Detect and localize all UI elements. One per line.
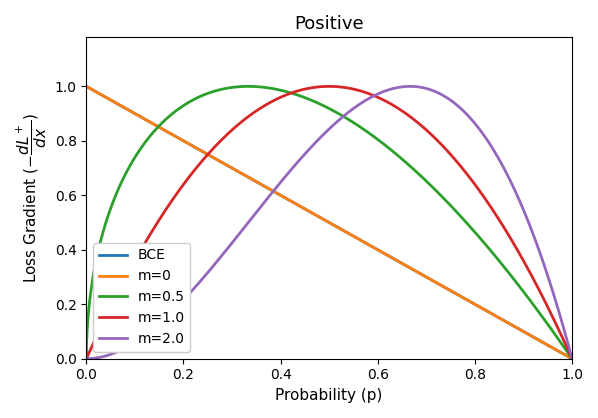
m=1.0 xyxy=(374,95,382,100)
Line: m=2.0: m=2.0 xyxy=(86,87,572,359)
m=2.0 xyxy=(269,190,276,195)
m=0.5 xyxy=(171,110,178,115)
Line: m=1.0: m=1.0 xyxy=(86,87,572,359)
m=0.5 xyxy=(245,84,252,89)
Y-axis label: Loss Gradient ($-\dfrac{dL^+}{dx}$): Loss Gradient ($-\dfrac{dL^+}{dx}$) xyxy=(15,113,49,283)
m=2.0 xyxy=(482,135,489,140)
m=2.0 xyxy=(446,97,453,102)
m=2.0 xyxy=(399,84,406,89)
m=2.0 xyxy=(374,92,381,97)
BCE xyxy=(569,356,576,361)
m=0 xyxy=(569,356,576,361)
X-axis label: Probability (p): Probability (p) xyxy=(276,388,383,403)
m=1.0 xyxy=(171,194,178,199)
m=0 xyxy=(83,84,90,89)
m=0.5 xyxy=(399,157,406,162)
m=1.0 xyxy=(399,109,406,114)
m=0.5 xyxy=(569,356,576,361)
m=0 xyxy=(445,287,452,292)
m=2.0 xyxy=(83,356,90,361)
Line: m=0.5: m=0.5 xyxy=(86,87,572,359)
BCE xyxy=(482,308,489,313)
BCE xyxy=(83,84,90,89)
Line: BCE: BCE xyxy=(86,87,572,359)
m=0 xyxy=(269,188,276,193)
BCE xyxy=(374,247,381,252)
m=1.0 xyxy=(83,356,90,361)
m=0.5 xyxy=(269,86,276,91)
Title: Positive: Positive xyxy=(294,15,364,33)
BCE xyxy=(399,261,406,266)
m=2.0 xyxy=(407,84,414,89)
Legend: BCE, m=0, m=0.5, m=1.0, m=2.0: BCE, m=0, m=0.5, m=1.0, m=2.0 xyxy=(93,243,190,352)
Line: m=0: m=0 xyxy=(86,87,572,359)
m=0 xyxy=(171,133,178,138)
BCE xyxy=(171,133,178,138)
BCE xyxy=(269,188,276,193)
m=0 xyxy=(482,308,489,313)
m=1.0 xyxy=(569,356,576,361)
m=0.5 xyxy=(446,201,453,206)
m=2.0 xyxy=(171,306,178,311)
m=1.0 xyxy=(482,197,489,202)
m=0 xyxy=(374,247,381,252)
m=0.5 xyxy=(374,137,382,142)
m=1.0 xyxy=(269,99,276,104)
m=2.0 xyxy=(569,356,576,361)
m=0.5 xyxy=(83,355,90,360)
m=1.0 xyxy=(325,84,332,89)
m=0.5 xyxy=(482,242,489,247)
BCE xyxy=(445,287,452,292)
m=1.0 xyxy=(446,150,453,155)
m=0 xyxy=(399,261,406,266)
